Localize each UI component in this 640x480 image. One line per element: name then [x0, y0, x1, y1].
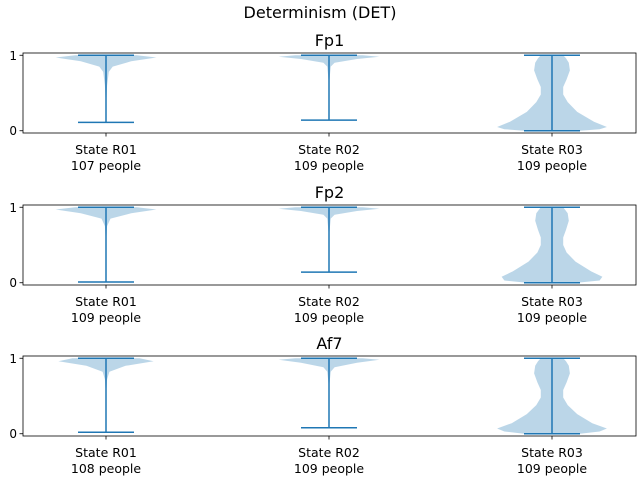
y-tick-label: 0 — [9, 276, 17, 290]
subplots: Fp1 0 1 State R01 107 people State R02 109 peo… — [9, 31, 637, 476]
axes-frame — [22, 355, 637, 437]
x-tick-label: State R03 109 people — [517, 445, 588, 476]
subplot-title: Af7 — [316, 334, 342, 353]
subplot-fp2: Fp2 0 1 State R01 109 people State R02 109 peo… — [9, 183, 637, 325]
x-tick-label: State R01 107 people — [71, 142, 142, 173]
axes-frame — [22, 52, 637, 134]
x-tick-label: State R02 109 people — [294, 445, 365, 476]
figure-title: Determinism (DET) — [244, 3, 397, 22]
x-tick-label: State R02 109 people — [294, 142, 365, 173]
y-tick-label: 0 — [9, 427, 17, 441]
axes-frame — [22, 204, 637, 286]
x-tick-label: State R03 109 people — [517, 294, 588, 325]
x-tick-label: State R01 109 people — [71, 294, 142, 325]
y-tick-label: 1 — [9, 49, 17, 63]
y-tick-label: 1 — [9, 201, 17, 215]
x-tick-label: State R02 109 people — [294, 294, 365, 325]
subplot-title: Fp1 — [315, 31, 345, 50]
x-tick-label: State R03 109 people — [517, 142, 588, 173]
subplot-title: Fp2 — [315, 183, 345, 202]
subplot-fp1: Fp1 0 1 State R01 107 people State R02 109 peo… — [9, 31, 637, 173]
x-tick-label: State R01 108 people — [71, 445, 142, 476]
subplot-af7: Af7 0 1 State R01 108 people State R02 109 peo… — [9, 334, 637, 476]
y-tick-label: 0 — [9, 124, 17, 138]
y-tick-label: 1 — [9, 352, 17, 366]
